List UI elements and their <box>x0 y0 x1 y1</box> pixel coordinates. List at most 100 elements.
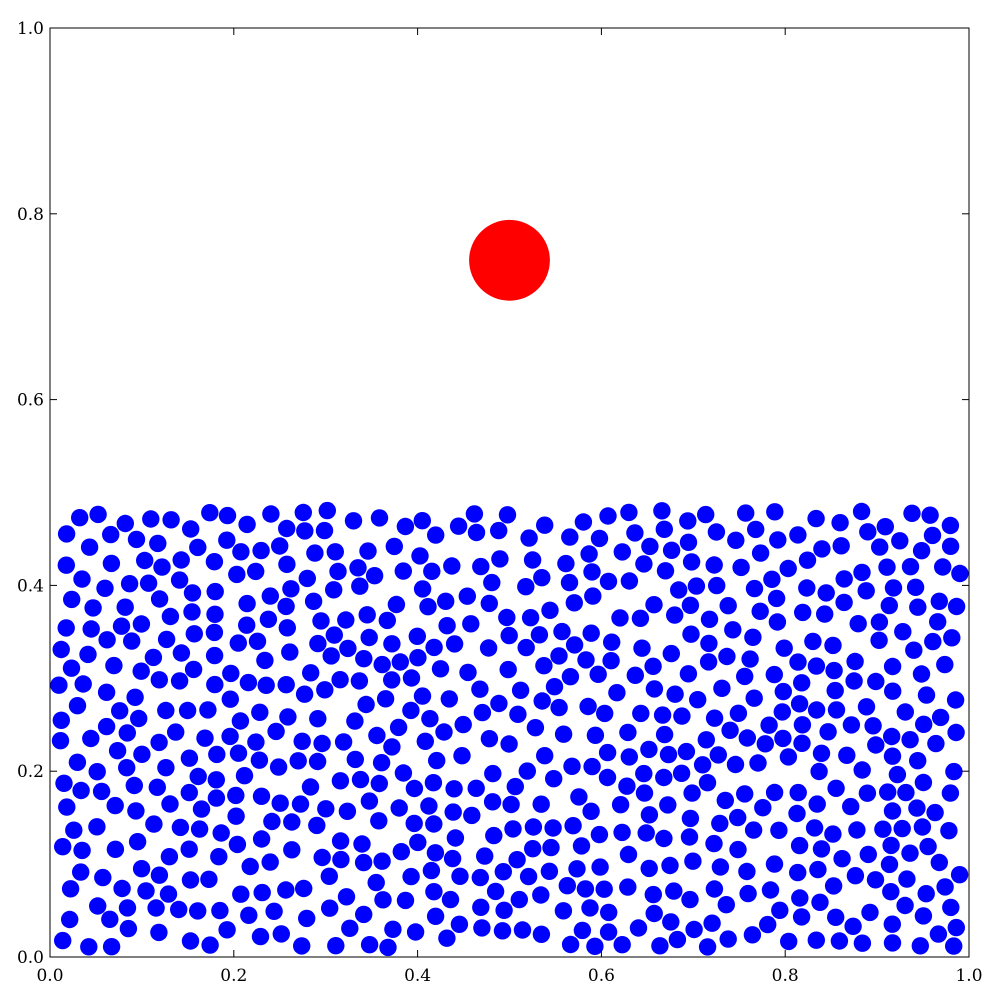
blue-particle <box>888 765 907 784</box>
blue-particle <box>205 623 224 642</box>
blue-particle <box>504 820 522 838</box>
blue-particle <box>745 689 763 707</box>
blue-particle <box>450 915 469 933</box>
blue-particle <box>659 745 678 764</box>
blue-particle <box>867 672 885 691</box>
blue-particle <box>269 758 288 776</box>
blue-particle <box>914 907 933 925</box>
blue-particle <box>681 890 699 909</box>
blue-particle <box>473 703 492 722</box>
blue-particle <box>582 802 600 820</box>
blue-particle <box>51 732 70 750</box>
blue-particle <box>705 880 724 898</box>
blue-particle <box>570 788 588 806</box>
blue-particle <box>373 852 391 870</box>
blue-particle <box>906 578 925 596</box>
blue-particle <box>941 537 960 555</box>
blue-particle <box>171 818 190 837</box>
blue-particle <box>441 890 460 909</box>
blue-particle <box>521 609 540 627</box>
blue-particle <box>425 883 443 901</box>
blue-particle <box>373 655 391 674</box>
blue-particle <box>207 789 226 807</box>
blue-particle <box>73 570 91 588</box>
blue-particle <box>853 761 871 779</box>
blue-particle <box>250 751 269 769</box>
blue-particle <box>159 885 178 903</box>
blue-particle <box>294 503 312 522</box>
blue-particle <box>281 643 299 661</box>
blue-particle <box>338 802 357 820</box>
blue-particle <box>283 813 301 831</box>
blue-particle <box>502 795 520 814</box>
blue-particle <box>874 820 892 838</box>
blue-particle <box>326 543 344 561</box>
blue-particle <box>693 756 712 774</box>
blue-particle <box>355 650 373 668</box>
blue-particle <box>221 727 239 746</box>
blue-particle <box>325 626 343 644</box>
blue-particle <box>645 596 663 614</box>
blue-particle <box>57 619 75 637</box>
blue-particle <box>119 919 138 938</box>
blue-particle <box>438 617 456 635</box>
blue-particle <box>554 725 573 743</box>
blue-particle <box>420 797 438 815</box>
blue-particle <box>486 882 505 901</box>
blue-particle <box>172 551 190 569</box>
blue-particle <box>523 551 542 569</box>
blue-particle <box>913 818 932 836</box>
blue-particle <box>599 507 617 525</box>
blue-particle <box>185 625 203 643</box>
blue-particle <box>483 573 501 592</box>
blue-particle <box>618 777 636 795</box>
blue-particle <box>509 705 527 723</box>
blue-particle <box>591 858 609 876</box>
blue-particle <box>467 523 486 542</box>
y-tick-label: 0.6 <box>17 391 44 411</box>
blue-particle <box>936 878 954 896</box>
blue-particle <box>315 521 334 540</box>
blue-particle <box>50 676 68 694</box>
blue-particle <box>467 779 485 797</box>
blue-particle <box>897 783 915 802</box>
y-tick-label: 0.4 <box>17 576 44 596</box>
blue-particle <box>689 691 707 709</box>
blue-particle <box>312 612 330 630</box>
blue-particle <box>73 841 91 860</box>
blue-particle <box>232 885 250 903</box>
blue-particle <box>798 551 817 569</box>
blue-particle <box>794 603 812 622</box>
blue-particle <box>891 532 909 550</box>
blue-particle <box>341 919 359 937</box>
blue-particle <box>139 574 158 592</box>
blue-particle <box>812 744 831 762</box>
y-tick-label: 0.0 <box>17 948 44 968</box>
blue-particle <box>880 855 899 874</box>
blue-particle <box>584 587 602 605</box>
blue-particle <box>402 669 421 687</box>
blue-particle <box>272 925 290 943</box>
blue-particle <box>123 632 141 650</box>
blue-particle <box>661 856 679 875</box>
blue-particle <box>480 730 499 748</box>
blue-particle <box>576 880 595 898</box>
blue-particle <box>137 882 155 900</box>
blue-particle <box>252 830 271 848</box>
blue-particle <box>790 836 809 855</box>
blue-particle <box>565 636 584 654</box>
blue-particle <box>437 592 455 610</box>
blue-particle <box>405 814 423 833</box>
blue-particle <box>915 715 933 733</box>
plot-area <box>50 219 969 957</box>
blue-particle <box>540 862 559 880</box>
blue-particle <box>550 698 568 717</box>
blue-particle <box>239 673 258 692</box>
blue-particle <box>222 664 240 683</box>
blue-particle <box>344 512 363 530</box>
blue-particle <box>896 703 914 721</box>
blue-particle <box>206 582 224 601</box>
blue-particle <box>577 651 595 669</box>
blue-particle <box>524 840 542 858</box>
